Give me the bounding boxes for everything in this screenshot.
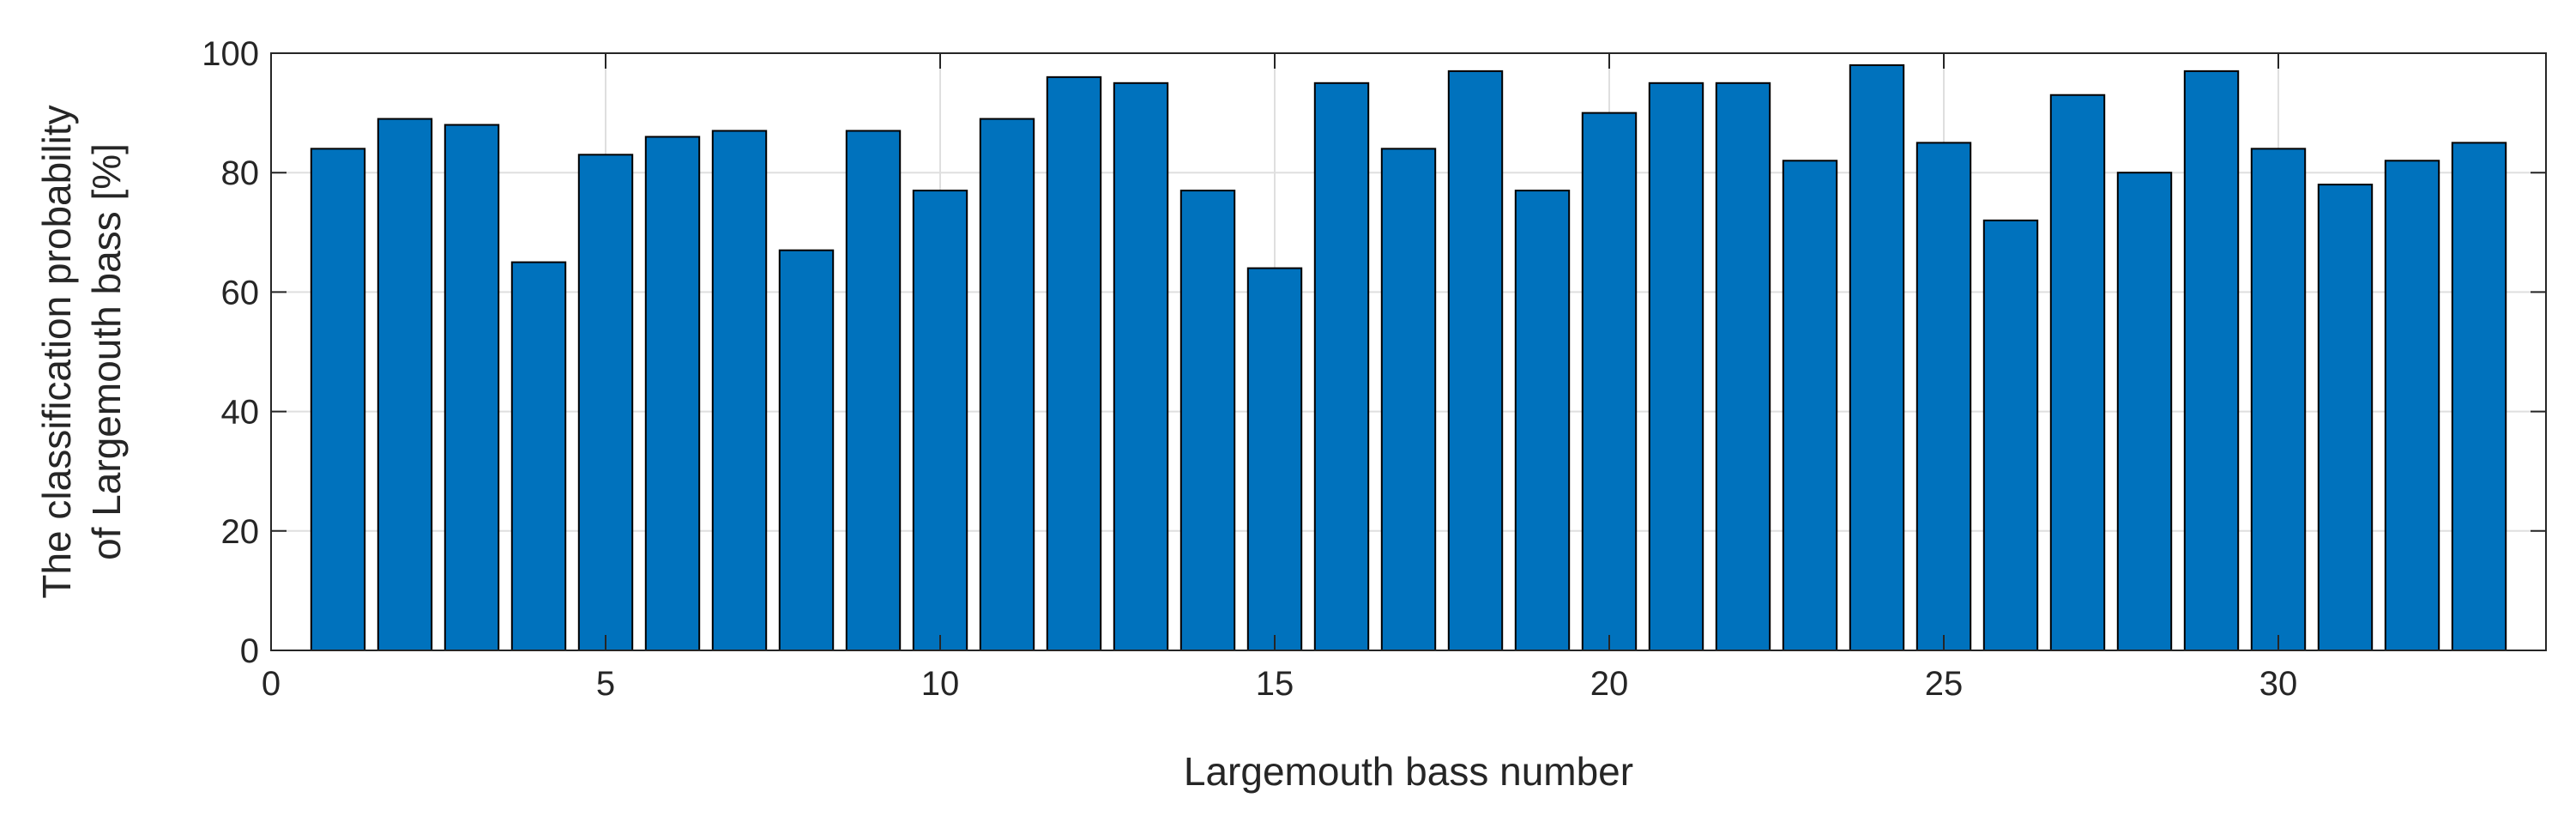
bar bbox=[2116, 172, 2173, 651]
bar bbox=[1179, 190, 1236, 651]
bar bbox=[2049, 94, 2106, 652]
bar bbox=[310, 148, 366, 652]
x-axis-label: Largemouth bass number bbox=[1184, 749, 1633, 794]
x-tick-label: 10 bbox=[921, 665, 960, 703]
bar bbox=[1046, 76, 1102, 651]
x-tick-label: 30 bbox=[2259, 665, 2298, 703]
bar bbox=[845, 130, 902, 652]
bar bbox=[443, 124, 500, 651]
bar bbox=[1447, 70, 1504, 651]
y-tick-label: 20 bbox=[221, 513, 260, 551]
bar bbox=[1313, 82, 1370, 652]
x-tick-label: 25 bbox=[1925, 665, 1964, 703]
bar bbox=[1849, 63, 1905, 652]
bar bbox=[644, 136, 701, 651]
bar bbox=[1514, 190, 1571, 651]
bar bbox=[2317, 184, 2374, 651]
bar bbox=[510, 261, 567, 651]
x-tick-label: 20 bbox=[1590, 665, 1629, 703]
bar bbox=[1648, 82, 1704, 652]
bar bbox=[577, 154, 634, 651]
bar bbox=[1915, 142, 1972, 651]
bar bbox=[979, 118, 1035, 651]
bar bbox=[1581, 112, 1638, 652]
bar bbox=[1380, 148, 1437, 652]
bar bbox=[2451, 142, 2507, 651]
bar bbox=[1246, 267, 1303, 651]
axes-box bbox=[270, 52, 2547, 651]
bar bbox=[2384, 160, 2440, 651]
ticks: 0 5 10 15 20 25 30 0 20 40 60 80 100 bbox=[202, 35, 2546, 703]
y-tick-label: 80 bbox=[221, 154, 260, 192]
bars bbox=[310, 63, 2507, 652]
bar bbox=[377, 118, 433, 651]
x-tick-label: 15 bbox=[1256, 665, 1294, 703]
bar bbox=[1715, 82, 1771, 652]
x-tick-label: 5 bbox=[596, 665, 615, 703]
bar bbox=[711, 130, 768, 652]
bar bbox=[2183, 70, 2240, 651]
bar bbox=[1113, 82, 1169, 652]
y-tick-label: 40 bbox=[221, 394, 260, 432]
y-axis-label-line-1: The classification probability bbox=[34, 105, 79, 598]
bar bbox=[1982, 219, 2039, 651]
bar bbox=[778, 249, 835, 651]
bar bbox=[2250, 148, 2307, 652]
bar bbox=[1782, 160, 1838, 651]
bar bbox=[912, 190, 968, 651]
x-tick-label: 0 bbox=[262, 665, 281, 703]
y-axis-label-line-2: of Largemouth bass [%] bbox=[84, 143, 129, 560]
y-tick-label: 100 bbox=[202, 35, 259, 73]
y-tick-label: 60 bbox=[221, 274, 260, 311]
y-tick-label: 0 bbox=[240, 632, 259, 670]
